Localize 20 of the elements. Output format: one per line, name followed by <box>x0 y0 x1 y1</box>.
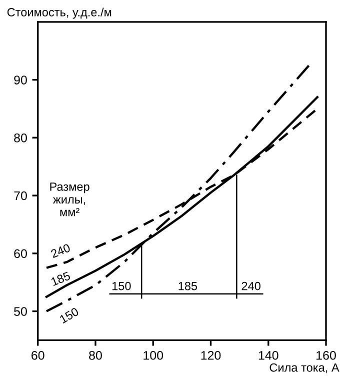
annotation: 240 <box>242 282 260 290</box>
y-axis-title: Стоимость, у.д.е./м <box>7 8 112 19</box>
y-tick-label: 90 <box>14 76 27 84</box>
x-tick-label: 100 <box>144 350 164 360</box>
x-axis-title: Сила тока, А <box>270 363 340 374</box>
x-tick-label: 140 <box>258 350 278 360</box>
x-tick-label: 160 <box>316 350 336 360</box>
annotation: 185 <box>50 271 71 286</box>
annotation: 150 <box>112 282 131 290</box>
x-tick-label: 120 <box>201 350 221 360</box>
annotation: 240 <box>50 243 71 258</box>
annotation: Размер жилы, мм² <box>50 182 90 216</box>
annotation: 150 <box>59 307 80 324</box>
y-tick-label: 50 <box>14 307 27 316</box>
y-tick-label: 60 <box>14 249 27 258</box>
x-tick-label: 60 <box>32 350 44 360</box>
annotation: 185 <box>178 282 198 290</box>
x-tick-label: 80 <box>89 350 102 360</box>
y-tick-label: 70 <box>14 191 27 200</box>
y-tick-label: 80 <box>14 133 27 142</box>
